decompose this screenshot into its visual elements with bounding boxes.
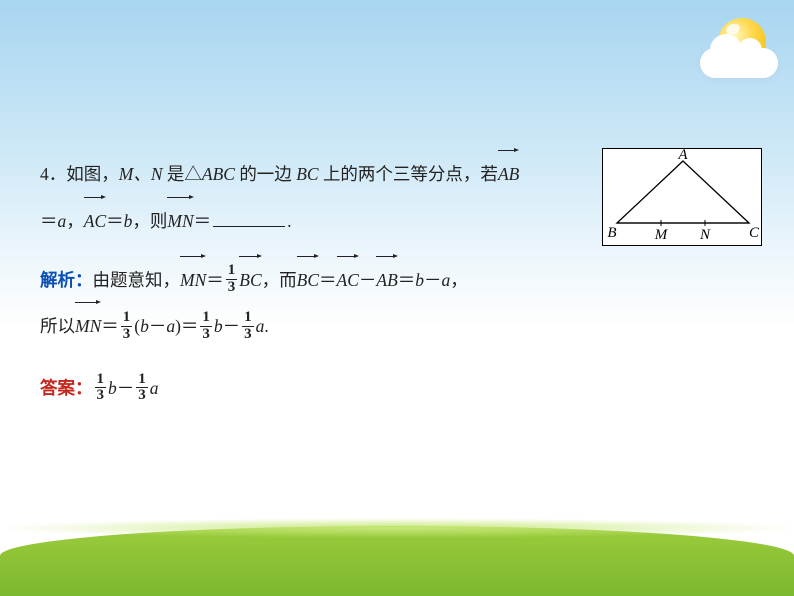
solution-line-2: 所以MN＝13(b－a)＝13b－13a.	[40, 302, 754, 349]
answer-line: 答案：13b－13a	[40, 367, 754, 411]
vector-ab: AB	[498, 150, 519, 197]
content-area: 4．如图，M、N 是△ABC 的一边 BC 上的两个三等分点，若AB ＝a，AC…	[40, 150, 754, 411]
vector-ac: AC	[84, 197, 106, 244]
solution-line-1: 解析：由题意知，MN＝13BC，而BC＝AC－AB＝b－a，	[40, 256, 754, 303]
cloud-decoration	[700, 48, 778, 78]
solution-label: 解析：	[40, 270, 93, 290]
answer-blank	[213, 226, 285, 227]
answer-label: 答案：	[40, 378, 93, 398]
problem-line-1: 4．如图，M、N 是△ABC 的一边 BC 上的两个三等分点，若AB	[40, 150, 754, 197]
grass-decoration	[0, 526, 794, 596]
problem-number: 4．	[40, 164, 66, 184]
problem-line-2: ＝a，AC＝b，则MN＝.	[40, 197, 754, 244]
fraction-one-third: 13	[226, 263, 238, 296]
vector-mn: MN	[167, 197, 193, 244]
